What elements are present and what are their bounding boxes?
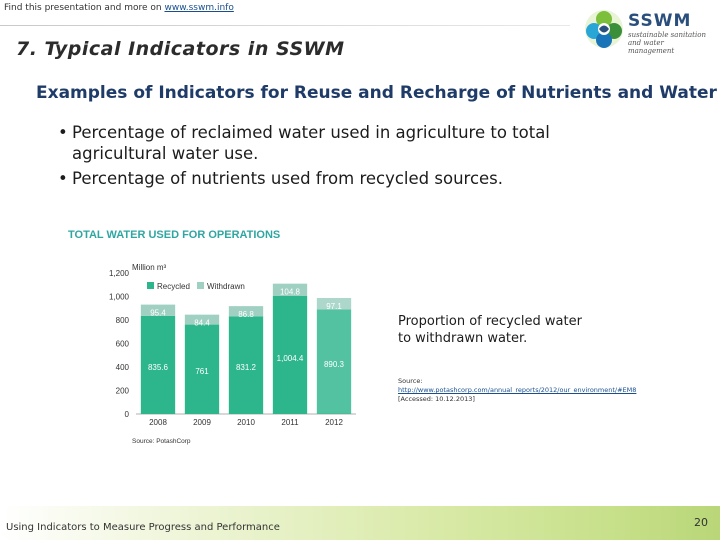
bar-recycled — [184, 324, 220, 414]
chart-source: Source: PotashCorp — [132, 438, 191, 445]
page-number: 20 — [694, 516, 708, 529]
data-label-withdrawn: 95.4 — [150, 309, 166, 318]
source-accessed: [Accessed: 10.12.2013] — [398, 395, 475, 403]
footer-band — [0, 506, 720, 540]
water-chart-svg: TOTAL WATER USED FOR OPERATIONS Million m… — [68, 229, 356, 445]
y-tick-label: 1,200 — [109, 269, 130, 278]
sswm-website-link[interactable]: www.sswm.info — [164, 3, 234, 13]
x-tick-label: 2008 — [149, 418, 167, 427]
data-label-recycled: 890.3 — [324, 360, 345, 369]
x-tick-label: 2012 — [325, 418, 343, 427]
legend-swatch-withdrawn — [197, 282, 204, 289]
logo-tagline-1: sustainable sanitation — [628, 31, 706, 39]
data-label-recycled: 831.2 — [236, 363, 257, 372]
y-tick-label: 600 — [116, 340, 130, 349]
y-axis-label: Million m³ — [132, 263, 167, 272]
legend-label-recycled: Recycled — [157, 282, 190, 291]
header-link-text: Find this presentation and more on www.s… — [4, 3, 234, 13]
bar-withdrawn — [140, 304, 176, 316]
sswm-logo-icon — [585, 10, 623, 48]
data-label-recycled: 1,004.4 — [277, 354, 304, 363]
x-tick-label: 2010 — [237, 418, 255, 427]
data-label-withdrawn: 84.4 — [194, 319, 210, 328]
footer-text: Using Indicators to Measure Progress and… — [6, 522, 280, 533]
y-tick-label: 1,000 — [109, 293, 130, 302]
bar-recycled — [272, 295, 308, 414]
bar-withdrawn — [272, 283, 308, 296]
y-tick-label: 800 — [116, 316, 130, 325]
bar-withdrawn — [184, 314, 220, 325]
bar-recycled — [228, 316, 264, 414]
y-tick-label: 0 — [125, 410, 130, 419]
source-label: Source: — [398, 377, 423, 385]
data-label-withdrawn: 104.8 — [280, 288, 301, 297]
header-divider — [0, 25, 570, 26]
sswm-logo: SSWM sustainable sanitation and water ma… — [582, 7, 712, 55]
bar-recycled — [316, 309, 352, 414]
data-label-recycled: 761 — [195, 367, 209, 376]
x-tick-label: 2009 — [193, 418, 211, 427]
logo-tagline-2: and water management — [628, 39, 675, 55]
slide-title: 7. Typical Indicators in SSWM — [16, 38, 345, 60]
bullet-item: Percentage of reclaimed water used in ag… — [58, 122, 628, 164]
source-link[interactable]: http://www.potashcorp.com/annual_reports… — [398, 386, 637, 394]
slide-subtitle: Examples of Indicators for Reuse and Rec… — [36, 83, 717, 103]
bar-recycled — [140, 315, 176, 414]
bullet-list: Percentage of reclaimed water used in ag… — [58, 122, 628, 193]
bullet-item: Percentage of nutrients used from recycl… — [58, 168, 628, 189]
data-label-withdrawn: 97.1 — [326, 302, 342, 311]
y-tick-label: 400 — [116, 363, 130, 372]
y-tick-label: 200 — [116, 387, 130, 396]
legend-label-withdrawn: Withdrawn — [207, 282, 245, 291]
x-tick-label: 2011 — [281, 418, 299, 427]
bar-withdrawn — [316, 297, 352, 310]
data-label-recycled: 835.6 — [148, 363, 169, 372]
legend-swatch-recycled — [147, 282, 154, 289]
source-citation: Source: http://www.potashcorp.com/annual… — [398, 377, 636, 404]
bar-withdrawn — [228, 306, 264, 317]
logo-name: SSWM — [628, 11, 692, 31]
chart-title: TOTAL WATER USED FOR OPERATIONS — [68, 229, 280, 241]
proportion-note: Proportion of recycled water to withdraw… — [398, 314, 582, 346]
header-prefix: Find this presentation and more on — [4, 3, 162, 13]
water-chart: TOTAL WATER USED FOR OPERATIONS Million m… — [66, 224, 366, 456]
data-label-withdrawn: 86.8 — [238, 310, 254, 319]
